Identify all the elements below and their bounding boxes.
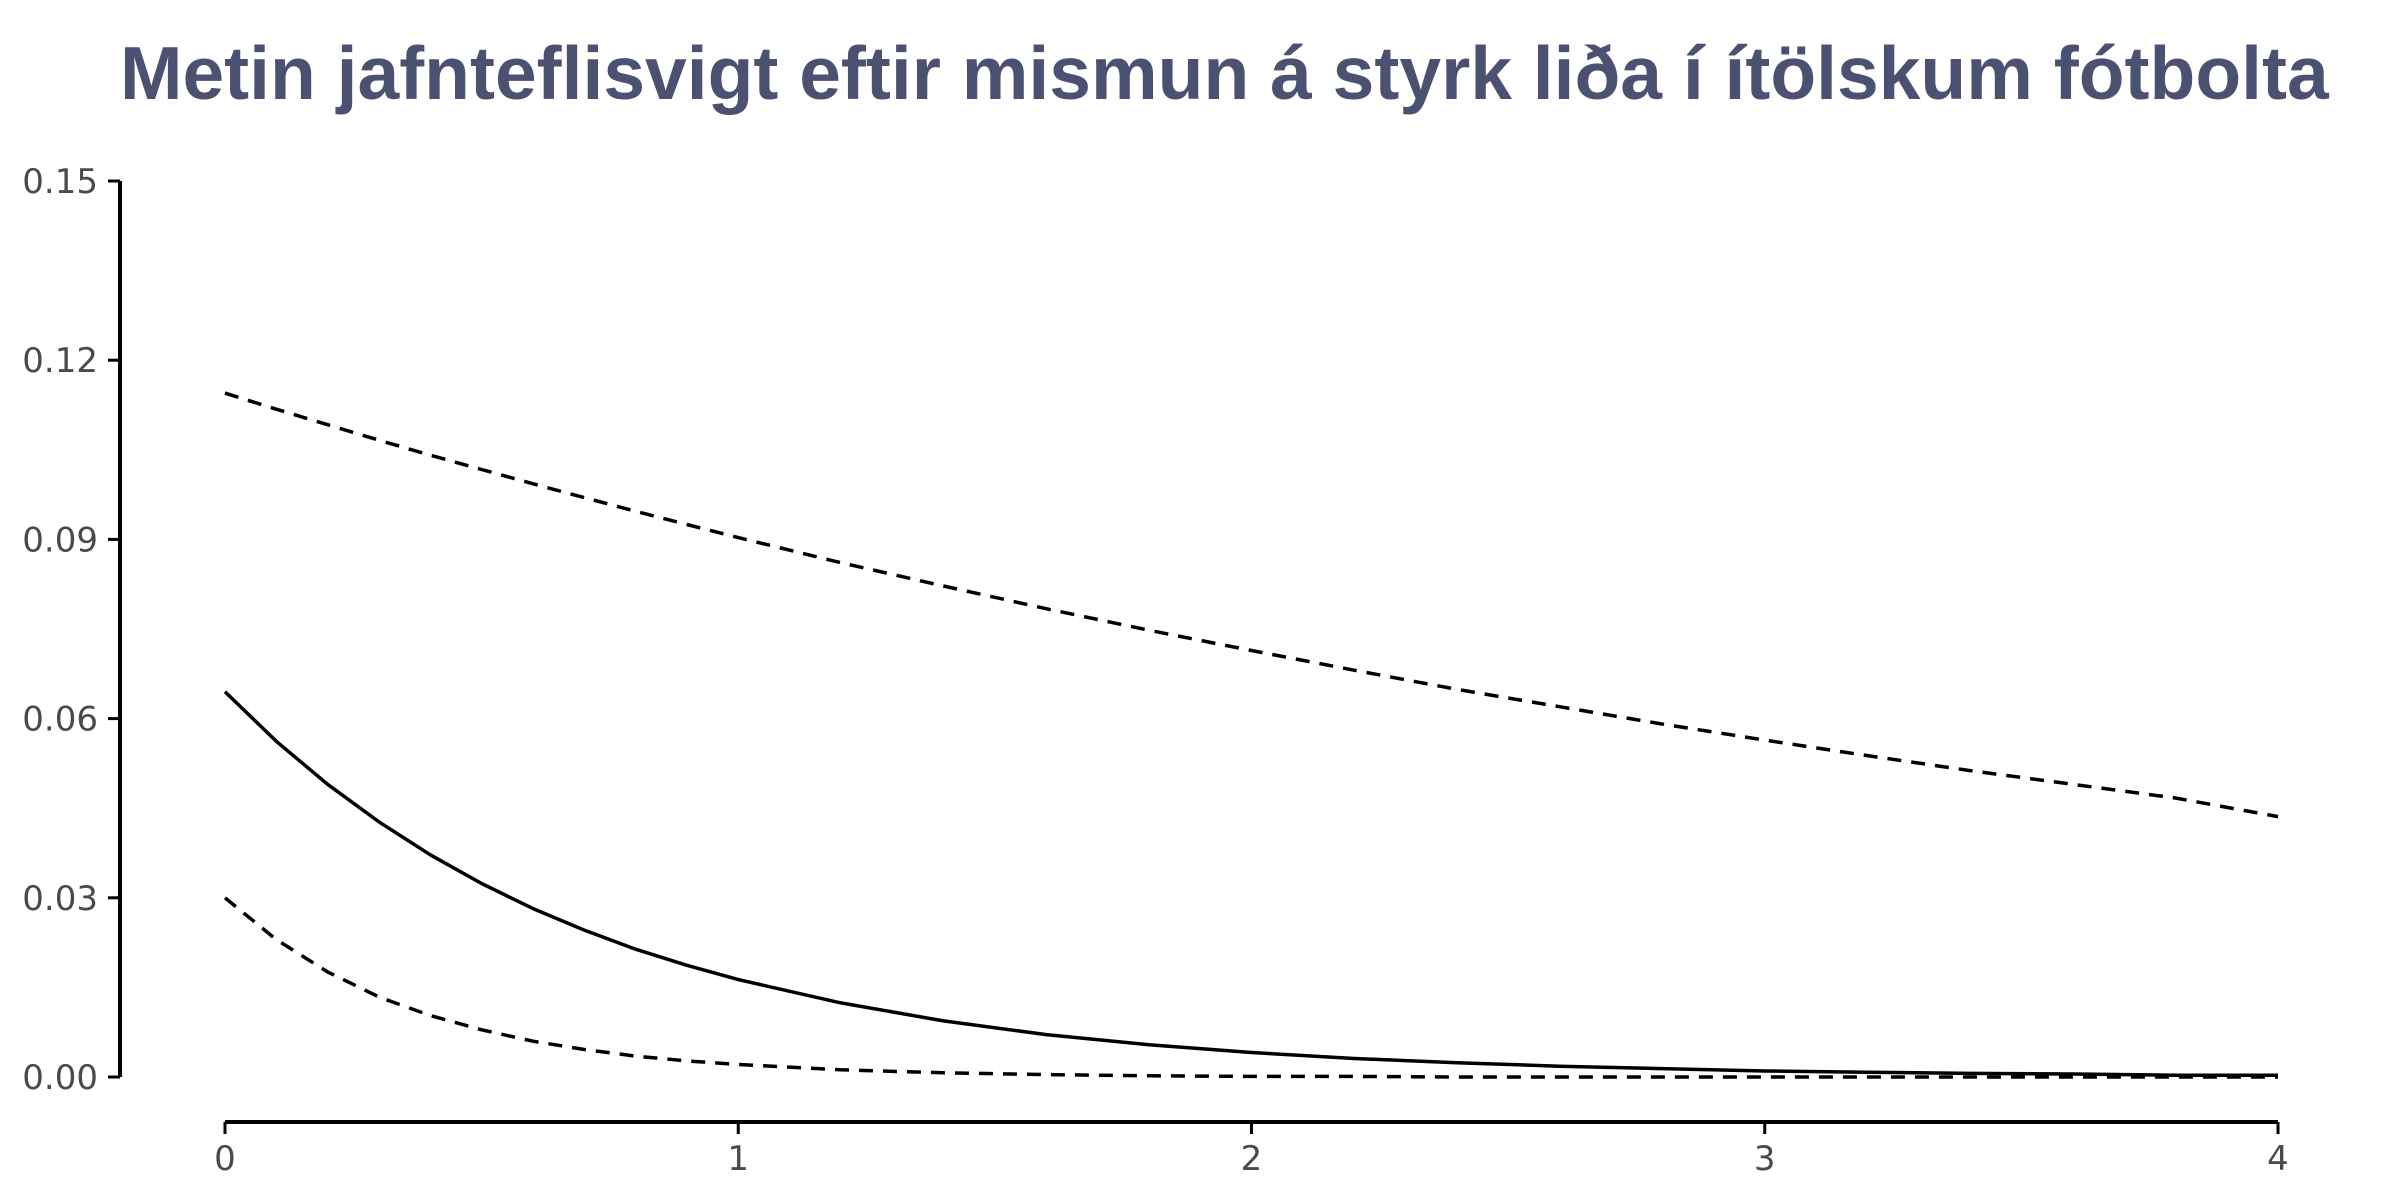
x-tick-label: 3	[1754, 1139, 1776, 1179]
y-tick-label: 0.03	[22, 879, 98, 919]
x-tick-label: 2	[1241, 1139, 1263, 1179]
y-tick-label: 0.06	[22, 700, 98, 740]
x-tick-label: 0	[214, 1139, 236, 1179]
x-axis: 0 1 2 3 4	[214, 1120, 2289, 1179]
x-tick-label: 1	[727, 1139, 749, 1179]
y-tick-label: 0.09	[22, 520, 98, 560]
series-line-3-dashed	[223, 896, 2278, 1079]
y-tick-label: 0.00	[22, 1058, 98, 1098]
series-line-1-solid	[223, 690, 2278, 1077]
series-line-2-dashed	[224, 391, 2279, 819]
y-axis: 0.00 0.03 0.06 0.09 0.12 0.15	[22, 162, 122, 1098]
y-tick-label: 0.15	[22, 162, 98, 202]
series-layer	[223, 391, 2279, 1079]
chart-title: Metin jafnteflisvigt eftir mismun á styr…	[120, 31, 2329, 115]
y-tick-label: 0.12	[22, 341, 98, 381]
x-tick-label: 4	[2267, 1139, 2289, 1179]
